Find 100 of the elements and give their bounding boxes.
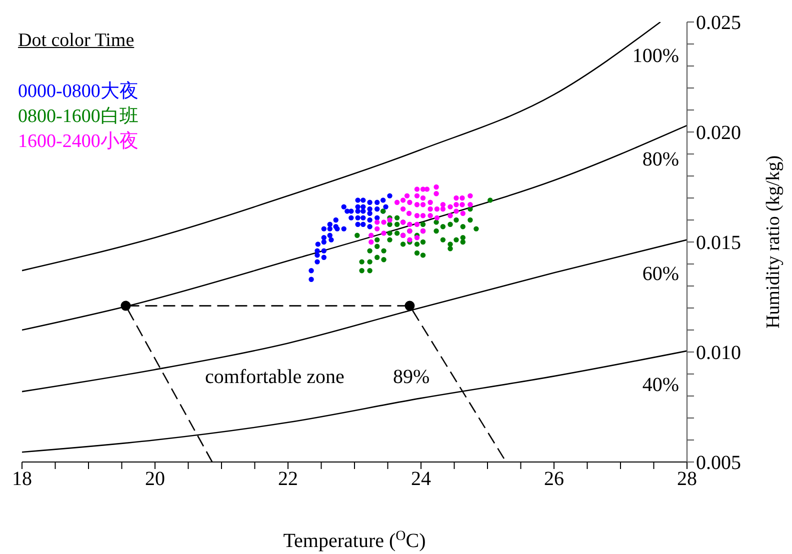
point: [367, 200, 372, 205]
point: [315, 242, 321, 247]
point: [355, 215, 360, 220]
annotation: 89%: [393, 366, 430, 389]
point: [359, 268, 364, 274]
point: [374, 254, 380, 260]
point: [488, 198, 493, 203]
x-tick-label: 22: [278, 468, 298, 490]
point: [460, 202, 465, 208]
x-tick-label: 18: [12, 468, 32, 490]
point: [468, 217, 473, 223]
point: [407, 222, 412, 227]
point: [428, 206, 433, 212]
point: [460, 235, 466, 240]
x-tick-label: 20: [145, 468, 165, 490]
point: [374, 206, 380, 212]
point: [414, 186, 420, 192]
point: [454, 202, 459, 208]
y-tick-label: 0.025: [696, 12, 741, 34]
point: [355, 204, 360, 210]
point: [454, 195, 459, 201]
point: [383, 204, 388, 210]
point: [327, 226, 332, 232]
series-label: 80%: [642, 148, 679, 170]
point: [314, 248, 320, 254]
point: [454, 208, 459, 214]
point: [414, 242, 420, 247]
point: [381, 220, 386, 225]
point: [381, 248, 386, 254]
point: [400, 206, 406, 212]
point: [360, 198, 366, 203]
point: [387, 193, 392, 198]
point: [355, 222, 360, 227]
point: [327, 232, 332, 238]
point: [368, 232, 374, 238]
point: [400, 198, 406, 203]
point: [327, 222, 332, 227]
point: [414, 235, 420, 240]
point: [440, 224, 446, 230]
point: [434, 220, 439, 225]
point: [367, 248, 372, 254]
point: [308, 268, 314, 274]
series-label: 100%: [632, 45, 679, 67]
point: [428, 213, 433, 218]
point: [314, 259, 320, 264]
point: [448, 246, 453, 252]
legend-title: Dot color Time: [18, 29, 136, 53]
y-tick-label: 0.005: [696, 452, 741, 474]
point: [460, 224, 466, 230]
point: [460, 239, 466, 245]
point: [394, 200, 400, 205]
point: [321, 254, 327, 260]
point: [474, 226, 479, 232]
point: [354, 232, 360, 238]
point: [414, 250, 420, 256]
point: [333, 217, 338, 223]
point: [420, 252, 426, 258]
point: [440, 206, 446, 212]
point: [374, 244, 380, 249]
point: [355, 208, 360, 214]
y-tick-label: 0.015: [696, 232, 741, 254]
point: [414, 213, 420, 218]
point: [355, 198, 360, 203]
point: [434, 228, 439, 234]
point: [314, 252, 320, 258]
point: [387, 230, 392, 236]
point: [454, 217, 459, 223]
point: [394, 222, 400, 227]
point: [321, 226, 327, 232]
x-tick-label: 24: [411, 468, 431, 490]
point: [367, 259, 372, 264]
point: [460, 195, 465, 201]
point: [406, 210, 412, 216]
point: [454, 237, 459, 242]
point: [414, 222, 420, 227]
point: [434, 215, 440, 220]
point: [420, 213, 426, 218]
point: [448, 213, 453, 218]
point: [420, 239, 426, 245]
point: [420, 195, 426, 201]
point: [374, 237, 380, 242]
point: [368, 239, 374, 245]
point: [428, 200, 433, 205]
point: [460, 210, 466, 216]
y-axis-title: Humidity ratio (kg/kg): [763, 155, 784, 329]
point: [468, 202, 473, 208]
point: [341, 226, 346, 232]
point: [374, 220, 380, 225]
point: [328, 237, 334, 242]
point: [341, 204, 346, 210]
point: [440, 237, 446, 242]
y-tick-label: 0.010: [696, 342, 741, 364]
x-axis-title: Temperature ($^{O}$C): [283, 528, 426, 552]
point: [394, 230, 400, 236]
point: [448, 204, 453, 210]
point: [360, 208, 366, 214]
point: [120, 300, 131, 311]
point: [404, 300, 415, 311]
text: 0000-0800大夜: [18, 80, 138, 104]
text: 0800-1600白班: [18, 105, 138, 129]
